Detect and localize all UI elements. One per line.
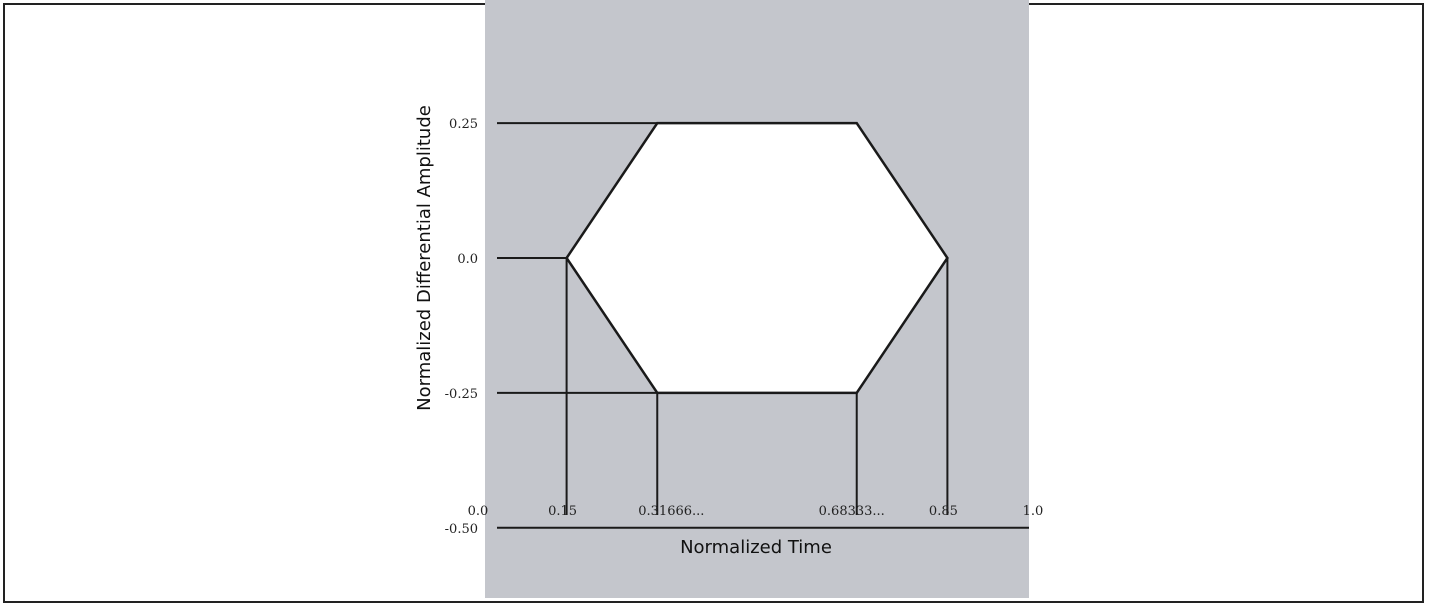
- x-tick-label: 0.68333...: [819, 504, 885, 519]
- y-tick-label: -0.25: [445, 387, 478, 402]
- x-tick-label: 0.31666...: [638, 504, 704, 519]
- guide-lines-layer: [497, 121, 1029, 529]
- y-tick-label: 0.25: [449, 117, 478, 132]
- y-tick-label: 0.0: [457, 252, 478, 267]
- tick-labels-layer: 0.650.500.250.0-0.25-0.50-0.650.00.150.3…: [445, 117, 1044, 537]
- x-tick-label: 1.0: [1023, 504, 1044, 519]
- eye-mask-polygon: [565, 121, 949, 395]
- y-axis-title: Normalized Differential Amplitude: [414, 105, 435, 411]
- x-tick-label: 0.15: [548, 504, 577, 519]
- x-tick-label: 0.0: [468, 504, 489, 519]
- x-axis-title: Normalized Time: [680, 537, 832, 558]
- x-tick-label: 0.85: [929, 504, 958, 519]
- y-tick-label: -0.50: [445, 522, 478, 537]
